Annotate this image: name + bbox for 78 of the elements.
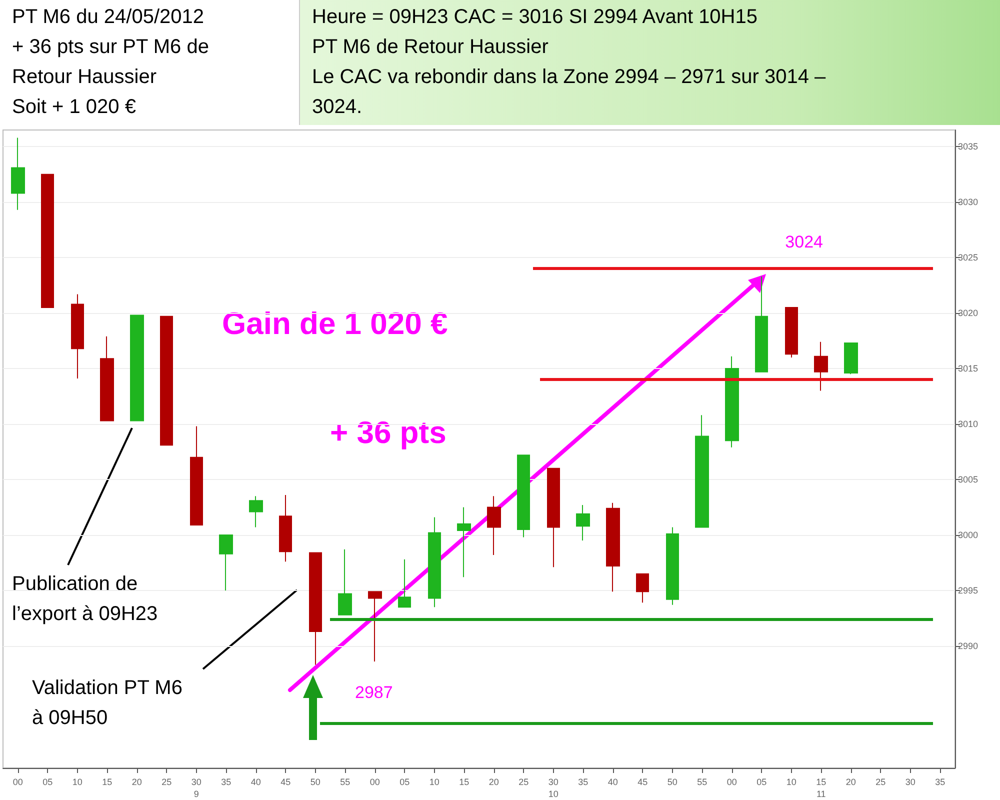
y-tick-label: 2995 [958,585,978,596]
annotation: Validation PT M6 à 09H50 [32,677,182,729]
annotation: 2987 [355,683,393,702]
x-tick-label: 05 [42,777,53,787]
x-tick-label: 25 [518,777,529,787]
candlestick [130,314,144,422]
x-tick-label: 25 [876,777,886,787]
x-tick-label: 25 [162,777,172,787]
candlestick [606,502,620,592]
candlestick [666,526,679,606]
chart-title: PT M6 du 24/05/2012 + 36 pts sur PT M6 de Retour Haussier Soit + 1 020 € [0,0,300,125]
candlestick [279,494,292,562]
candlestick [428,516,441,608]
y-tick-label: 2990 [958,640,978,651]
candlestick [814,341,828,392]
x-tick-label: 00 [370,777,380,787]
candlestick [755,276,768,372]
candlestick [338,548,352,616]
x-tick-label: 20 [132,777,142,787]
ref-line-label: 3024 [785,232,823,252]
candlestick [219,534,233,591]
y-tick-label: 3010 [958,419,978,430]
x-tick-label: 20 [846,777,856,787]
y-tick-label: 3020 [958,308,978,318]
x-tick-label: 10 [72,777,82,787]
annotation: Publication de l’export à 09H23 [12,573,158,625]
candlestick [457,506,471,578]
y-tick-label: 3030 [958,197,978,208]
x-tick-label: 35 [221,777,232,787]
x-tick-label: 45 [280,777,291,787]
candlestick [100,336,114,422]
x-tick-label: 10 [429,777,440,787]
x-tick-label: 55 [340,777,350,787]
x-tick-label: 50 [667,777,678,787]
x-tick-label: 55 [697,777,708,787]
x-tick-label: 30 9 [191,777,202,799]
y-tick-label: 3000 [958,530,978,540]
candlestick [398,558,411,608]
x-tick-label: 00 [726,777,737,787]
annotation: Gain de 1 020 € [222,306,448,341]
x-tick-label: 10 [786,777,796,787]
candlestick [695,414,709,528]
candlestick [41,174,54,308]
x-tick-label: 30 10 [548,777,558,799]
candlestick [576,504,590,542]
x-tick-label: 05 [756,777,767,787]
candlestick [309,552,322,666]
x-tick-label: 15 [459,777,470,787]
x-tick-label: 05 [400,777,410,787]
candlestick [517,454,530,538]
y-tick-label: 3025 [958,252,978,263]
x-tick-label: 45 [638,777,648,787]
y-tick-label: 3035 [958,142,978,152]
candlestick [547,468,560,568]
candlestick [11,137,25,210]
x-tick-label: 00 [12,777,23,787]
x-tick-label: 35 [578,777,588,787]
candlestick [636,573,649,604]
x-tick-label: 35 [935,777,946,787]
x-tick-label: 15 [102,777,112,787]
y-tick-label: 3015 [958,364,978,374]
candlestick [785,307,798,358]
candlestick [190,426,203,526]
y-tick-label: 3005 [958,474,978,485]
x-tick-label: 20 [488,777,499,787]
x-tick-label: 40 [250,777,261,787]
candlestick [844,342,858,375]
x-tick-label: 15 11 [816,777,826,799]
x-tick-label: 40 [608,777,618,787]
candlestick [368,591,382,662]
candlestick [487,496,501,556]
candlestick [725,356,739,448]
candlestick [160,316,173,446]
chart-subtitle: Heure = 09H23 CAC = 3016 SI 2994 Avant 10H15 PT M6 de Retour Haussier Le CAC va rebondir dans la Zone 2994 – 2971 sur 3014 – 3024. [300,0,1000,125]
x-tick-label: 50 [310,777,320,787]
candlestick [249,496,263,528]
candlestick [71,294,84,380]
x-tick-label: 30 [905,777,916,787]
